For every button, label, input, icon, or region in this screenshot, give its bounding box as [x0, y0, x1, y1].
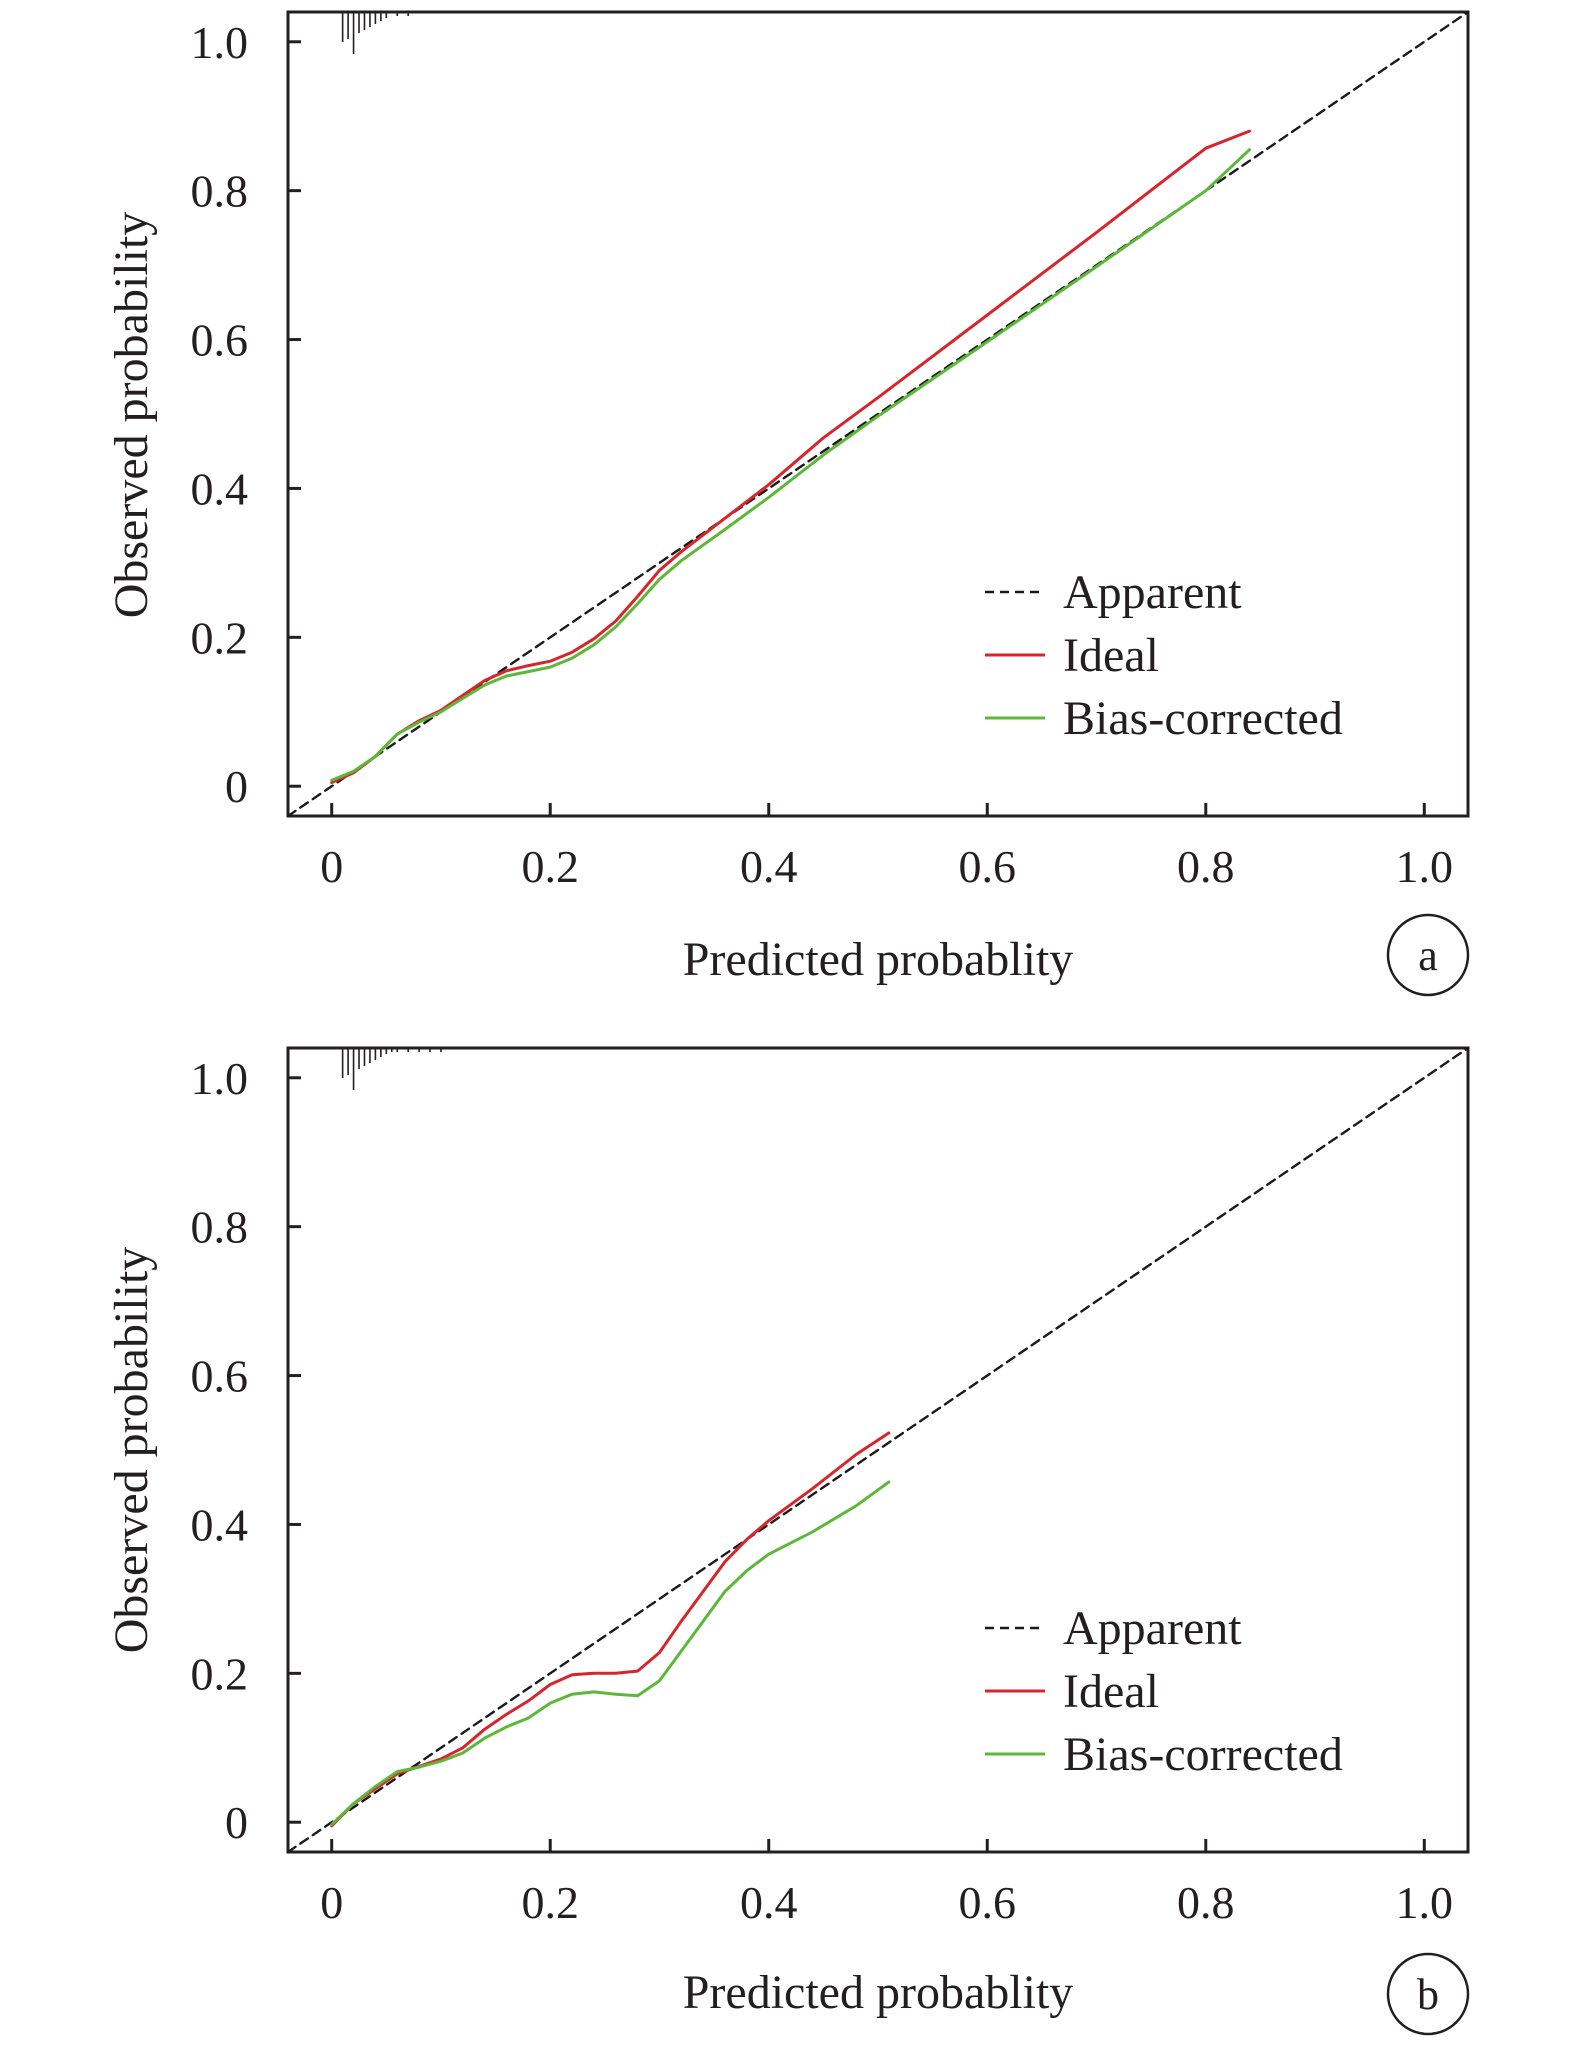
series-group — [286, 1046, 1470, 1854]
y-tick-label: 0.6 — [191, 1351, 249, 1402]
y-axis-ticks: 0 0.2 0.4 0.6 0.8 1.0 — [191, 1053, 301, 1848]
x-tick-label: 0.6 — [959, 1877, 1017, 1928]
series-group — [286, 10, 1470, 818]
y-tick-label: 0.6 — [191, 315, 249, 366]
y-axis-label: Observed probability — [105, 212, 158, 619]
panel-label-circle — [1386, 1952, 1470, 2036]
legend-label: Bias-corrected — [1063, 1728, 1343, 1781]
x-tick-label: 0.2 — [521, 1877, 579, 1928]
x-tick-label: 0.6 — [959, 841, 1017, 892]
plot-frame — [286, 1046, 1470, 1854]
calibration-panel-a: 0 0.2 0.4 0.6 0.8 1.0 0 0.2 0.4 0.6 0.8 1.0 Predic… — [105, 10, 1470, 997]
legend-label: Apparent — [1063, 1602, 1242, 1655]
panel-label-circle — [1386, 913, 1470, 997]
legend: Apparent Ideal Bias-corrected — [985, 1602, 1343, 1781]
legend-label: Bias-corrected — [1063, 692, 1343, 745]
legend-label: Ideal — [1063, 629, 1159, 682]
y-tick-label: 0.8 — [191, 1202, 249, 1253]
series-line-ideal — [330, 129, 1251, 784]
plot-frame — [286, 10, 1470, 818]
y-tick-label: 0.2 — [191, 1648, 249, 1699]
x-axis-label: Predicted probablity — [683, 1966, 1074, 2019]
x-tick-label: 0.2 — [521, 841, 579, 892]
x-tick-label: 0.8 — [1177, 1877, 1235, 1928]
x-tick-label: 0.8 — [1177, 841, 1235, 892]
x-tick-label: 1.0 — [1396, 1877, 1454, 1928]
series-line-bias-corrected — [330, 148, 1251, 782]
rug-marks — [341, 1048, 442, 1090]
x-tick-label: 0.4 — [740, 841, 798, 892]
x-tick-label: 0 — [320, 841, 343, 892]
y-tick-label: 1.0 — [191, 17, 249, 68]
rug-marks — [341, 12, 409, 54]
y-axis-label: Observed probability — [105, 1247, 158, 1654]
y-tick-label: 0 — [225, 1797, 248, 1848]
x-tick-label: 0 — [320, 1877, 343, 1928]
x-tick-label: 1.0 — [1396, 841, 1454, 892]
x-axis-ticks: 0 0.2 0.4 0.6 0.8 1.0 — [320, 803, 1453, 892]
y-tick-label: 0.8 — [191, 166, 249, 217]
series-line-apparent — [286, 1046, 1470, 1854]
series-line-apparent — [286, 10, 1470, 818]
y-tick-label: 0.4 — [191, 463, 249, 514]
series-line-bias-corrected — [330, 1480, 891, 1826]
calibration-panel-b: 0 0.2 0.4 0.6 0.8 1.0 0 0.2 0.4 0.6 0.8 1.0 Predic… — [105, 1046, 1470, 2036]
y-tick-label: 1.0 — [191, 1053, 249, 1104]
panel-label: a — [1418, 931, 1438, 980]
y-axis-ticks: 0 0.2 0.4 0.6 0.8 1.0 — [191, 17, 301, 812]
x-axis-ticks: 0 0.2 0.4 0.6 0.8 1.0 — [320, 1839, 1453, 1928]
panel-label: b — [1417, 1970, 1439, 2019]
y-tick-label: 0.2 — [191, 612, 249, 663]
legend: Apparent Ideal Bias-corrected — [985, 566, 1343, 745]
x-axis-label: Predicted probablity — [683, 933, 1074, 986]
x-tick-label: 0.4 — [740, 1877, 798, 1928]
legend-label: Apparent — [1063, 566, 1242, 619]
y-tick-label: 0 — [225, 761, 248, 812]
y-tick-label: 0.4 — [191, 1499, 249, 1550]
legend-label: Ideal — [1063, 1665, 1159, 1718]
